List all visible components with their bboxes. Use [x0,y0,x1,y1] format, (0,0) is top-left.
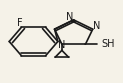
Text: N: N [93,21,100,31]
Text: F: F [17,18,23,28]
Text: N: N [58,40,66,50]
Text: SH: SH [102,39,115,49]
Text: N: N [66,12,74,22]
